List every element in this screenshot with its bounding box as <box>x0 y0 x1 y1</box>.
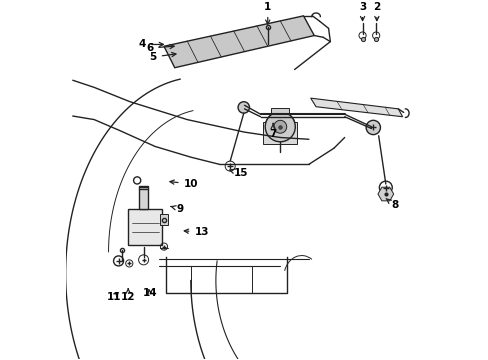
Circle shape <box>264 112 295 142</box>
Circle shape <box>366 120 380 135</box>
Text: 4: 4 <box>139 40 163 49</box>
Text: 11: 11 <box>106 292 121 302</box>
Text: 5: 5 <box>149 52 176 62</box>
Bar <box>160 215 168 225</box>
Text: 3: 3 <box>358 2 366 21</box>
Bar <box>128 209 162 245</box>
Text: 1: 1 <box>264 2 271 24</box>
Text: 9: 9 <box>171 204 183 214</box>
Circle shape <box>273 120 286 133</box>
Circle shape <box>273 120 286 133</box>
Text: 10: 10 <box>170 179 198 189</box>
Text: 13: 13 <box>184 227 208 237</box>
FancyBboxPatch shape <box>139 186 147 209</box>
Text: 12: 12 <box>121 289 135 302</box>
Bar <box>190 266 251 293</box>
Polygon shape <box>377 187 393 201</box>
Polygon shape <box>163 16 314 68</box>
Circle shape <box>238 102 249 113</box>
Text: 15: 15 <box>229 168 248 178</box>
FancyBboxPatch shape <box>271 108 288 114</box>
Text: 7: 7 <box>269 123 276 139</box>
Text: 8: 8 <box>386 199 398 211</box>
Text: 2: 2 <box>372 2 380 21</box>
Text: 14: 14 <box>142 288 157 298</box>
Circle shape <box>264 112 295 142</box>
Text: 6: 6 <box>146 43 174 53</box>
FancyBboxPatch shape <box>263 122 297 144</box>
Polygon shape <box>310 98 402 117</box>
